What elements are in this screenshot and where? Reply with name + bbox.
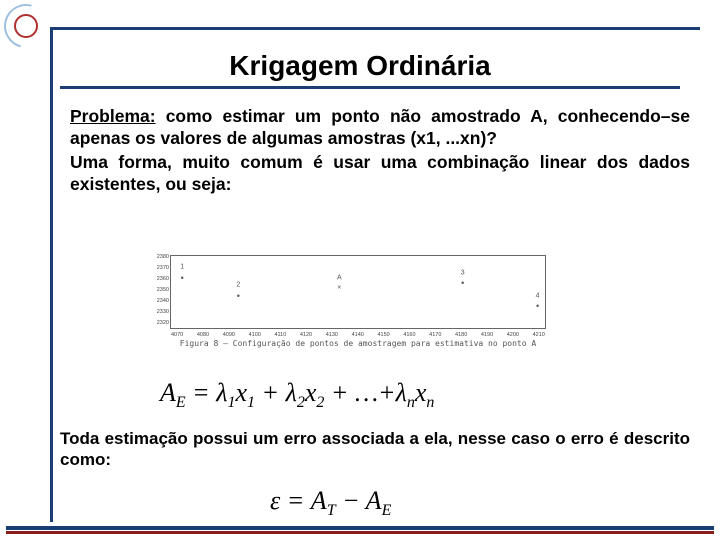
rule-left — [50, 27, 53, 522]
chart-card: 2380237023602350234023302320 40704080409… — [168, 253, 548, 348]
para1-body: como estimar um ponto não amostrado A, c… — [70, 106, 690, 148]
rule-foot-blue — [6, 526, 714, 530]
rule-top — [50, 27, 700, 30]
formula-error: ε = AT − AE — [270, 486, 391, 520]
scatter-chart: 2380237023602350234023302320 40704080409… — [170, 255, 546, 329]
rule-foot-red — [6, 531, 714, 534]
problema-label: Problema: — [70, 106, 156, 126]
page-title: Krigagem Ordinária — [0, 50, 720, 82]
error-paragraph: Toda estimação possui um erro associada … — [60, 428, 690, 471]
chart-caption: Figura 8 – Configuração de pontos de amo… — [168, 339, 548, 348]
title-underline — [60, 86, 680, 89]
para2: Uma forma, muito comum é usar uma combin… — [70, 152, 690, 196]
formula-estimate: AE = λ1x1 + λ2x2 + …+λnxn — [160, 378, 434, 412]
intro-paragraphs: Problema: como estimar um ponto não amos… — [70, 106, 690, 198]
